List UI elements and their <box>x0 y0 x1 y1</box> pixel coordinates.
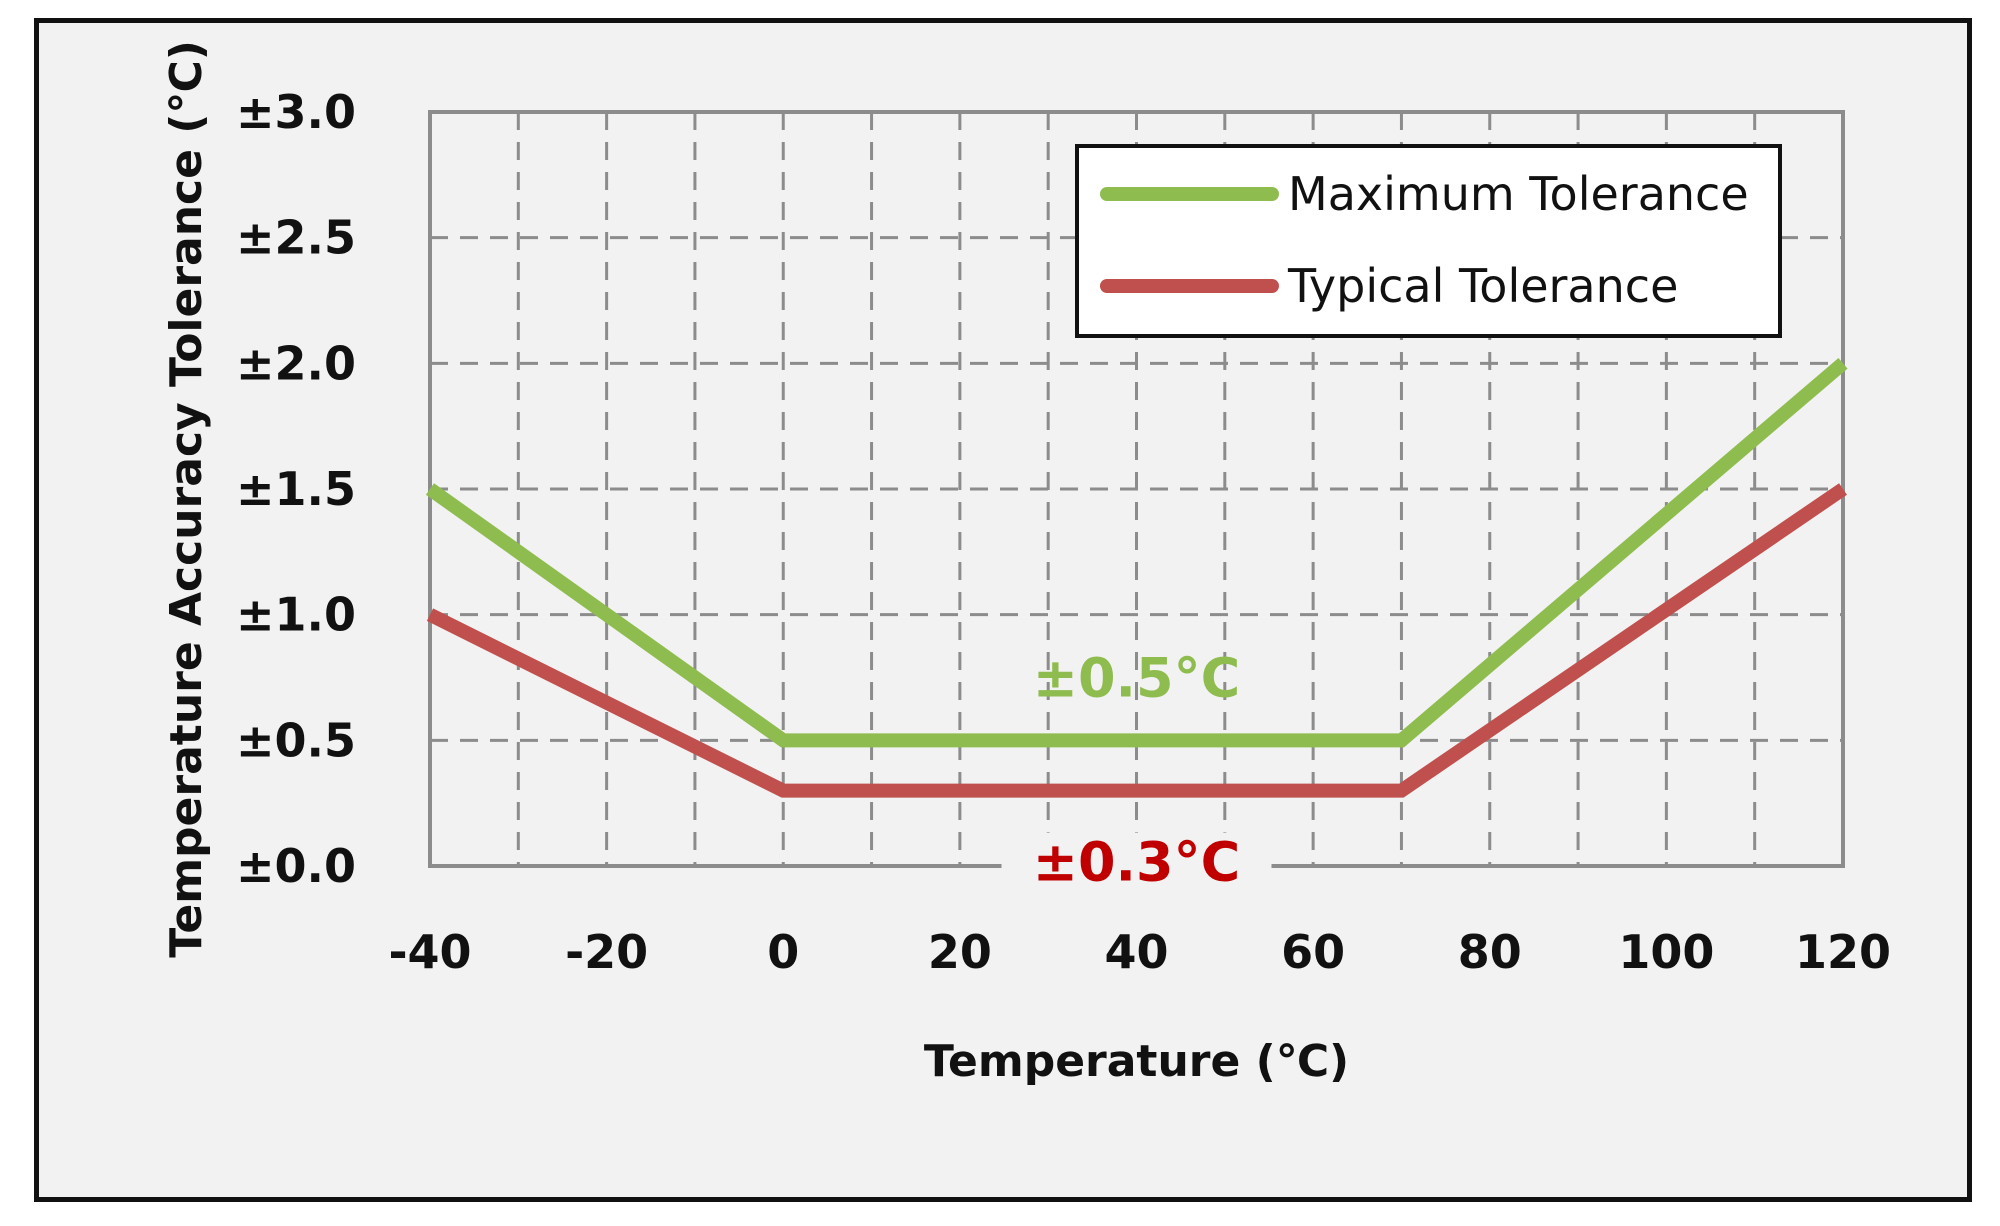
annotation-label: ±0.5°C <box>1033 646 1241 709</box>
y-tick-labels: ±0.0 ±0.5 ±1.0 ±1.5 ±2.0 ±2.5 ±3.0 <box>236 85 356 893</box>
series-line-maximum <box>425 358 1848 748</box>
x-tick-label: 20 <box>928 925 992 979</box>
x-tick-labels: -40 -20 0 20 40 60 80 100 120 <box>388 925 1891 979</box>
y-tick-label: ±0.0 <box>236 839 356 893</box>
y-axis-title: Temperature Accuracy Tolerance (℃) <box>161 40 212 958</box>
x-axis-title: Temperature (℃) <box>924 1036 1349 1087</box>
x-tick-label: 0 <box>767 925 799 979</box>
legend-label: Maximum Tolerance <box>1288 167 1749 221</box>
y-tick-label: ±2.5 <box>236 211 356 265</box>
legend-label: Typical Tolerance <box>1287 259 1678 313</box>
series-lines <box>425 358 1848 798</box>
x-tick-label: 100 <box>1618 925 1714 979</box>
legend: Maximum Tolerance Typical Tolerance <box>1075 144 1782 338</box>
y-tick-label: ±2.0 <box>236 336 356 390</box>
legend-box <box>1075 144 1782 338</box>
x-tick-label: 60 <box>1281 925 1345 979</box>
annotation-backdrop <box>1001 832 1272 895</box>
series-line-typical <box>426 483 1847 798</box>
y-tick-label: ±1.5 <box>236 462 356 516</box>
x-tick-label: 120 <box>1795 925 1891 979</box>
y-tick-label: ±1.0 <box>236 588 356 642</box>
annotation-label: ±0.3°C <box>1033 831 1241 894</box>
x-tick-label: 80 <box>1458 925 1522 979</box>
x-tick-label: 40 <box>1104 925 1168 979</box>
y-tick-label: ±0.5 <box>236 713 356 767</box>
x-tick-label: -20 <box>565 925 648 979</box>
x-tick-label: -40 <box>388 925 471 979</box>
annotations: ±0.5°C ±0.3°C <box>1001 646 1272 895</box>
y-tick-label: ±3.0 <box>236 85 356 139</box>
